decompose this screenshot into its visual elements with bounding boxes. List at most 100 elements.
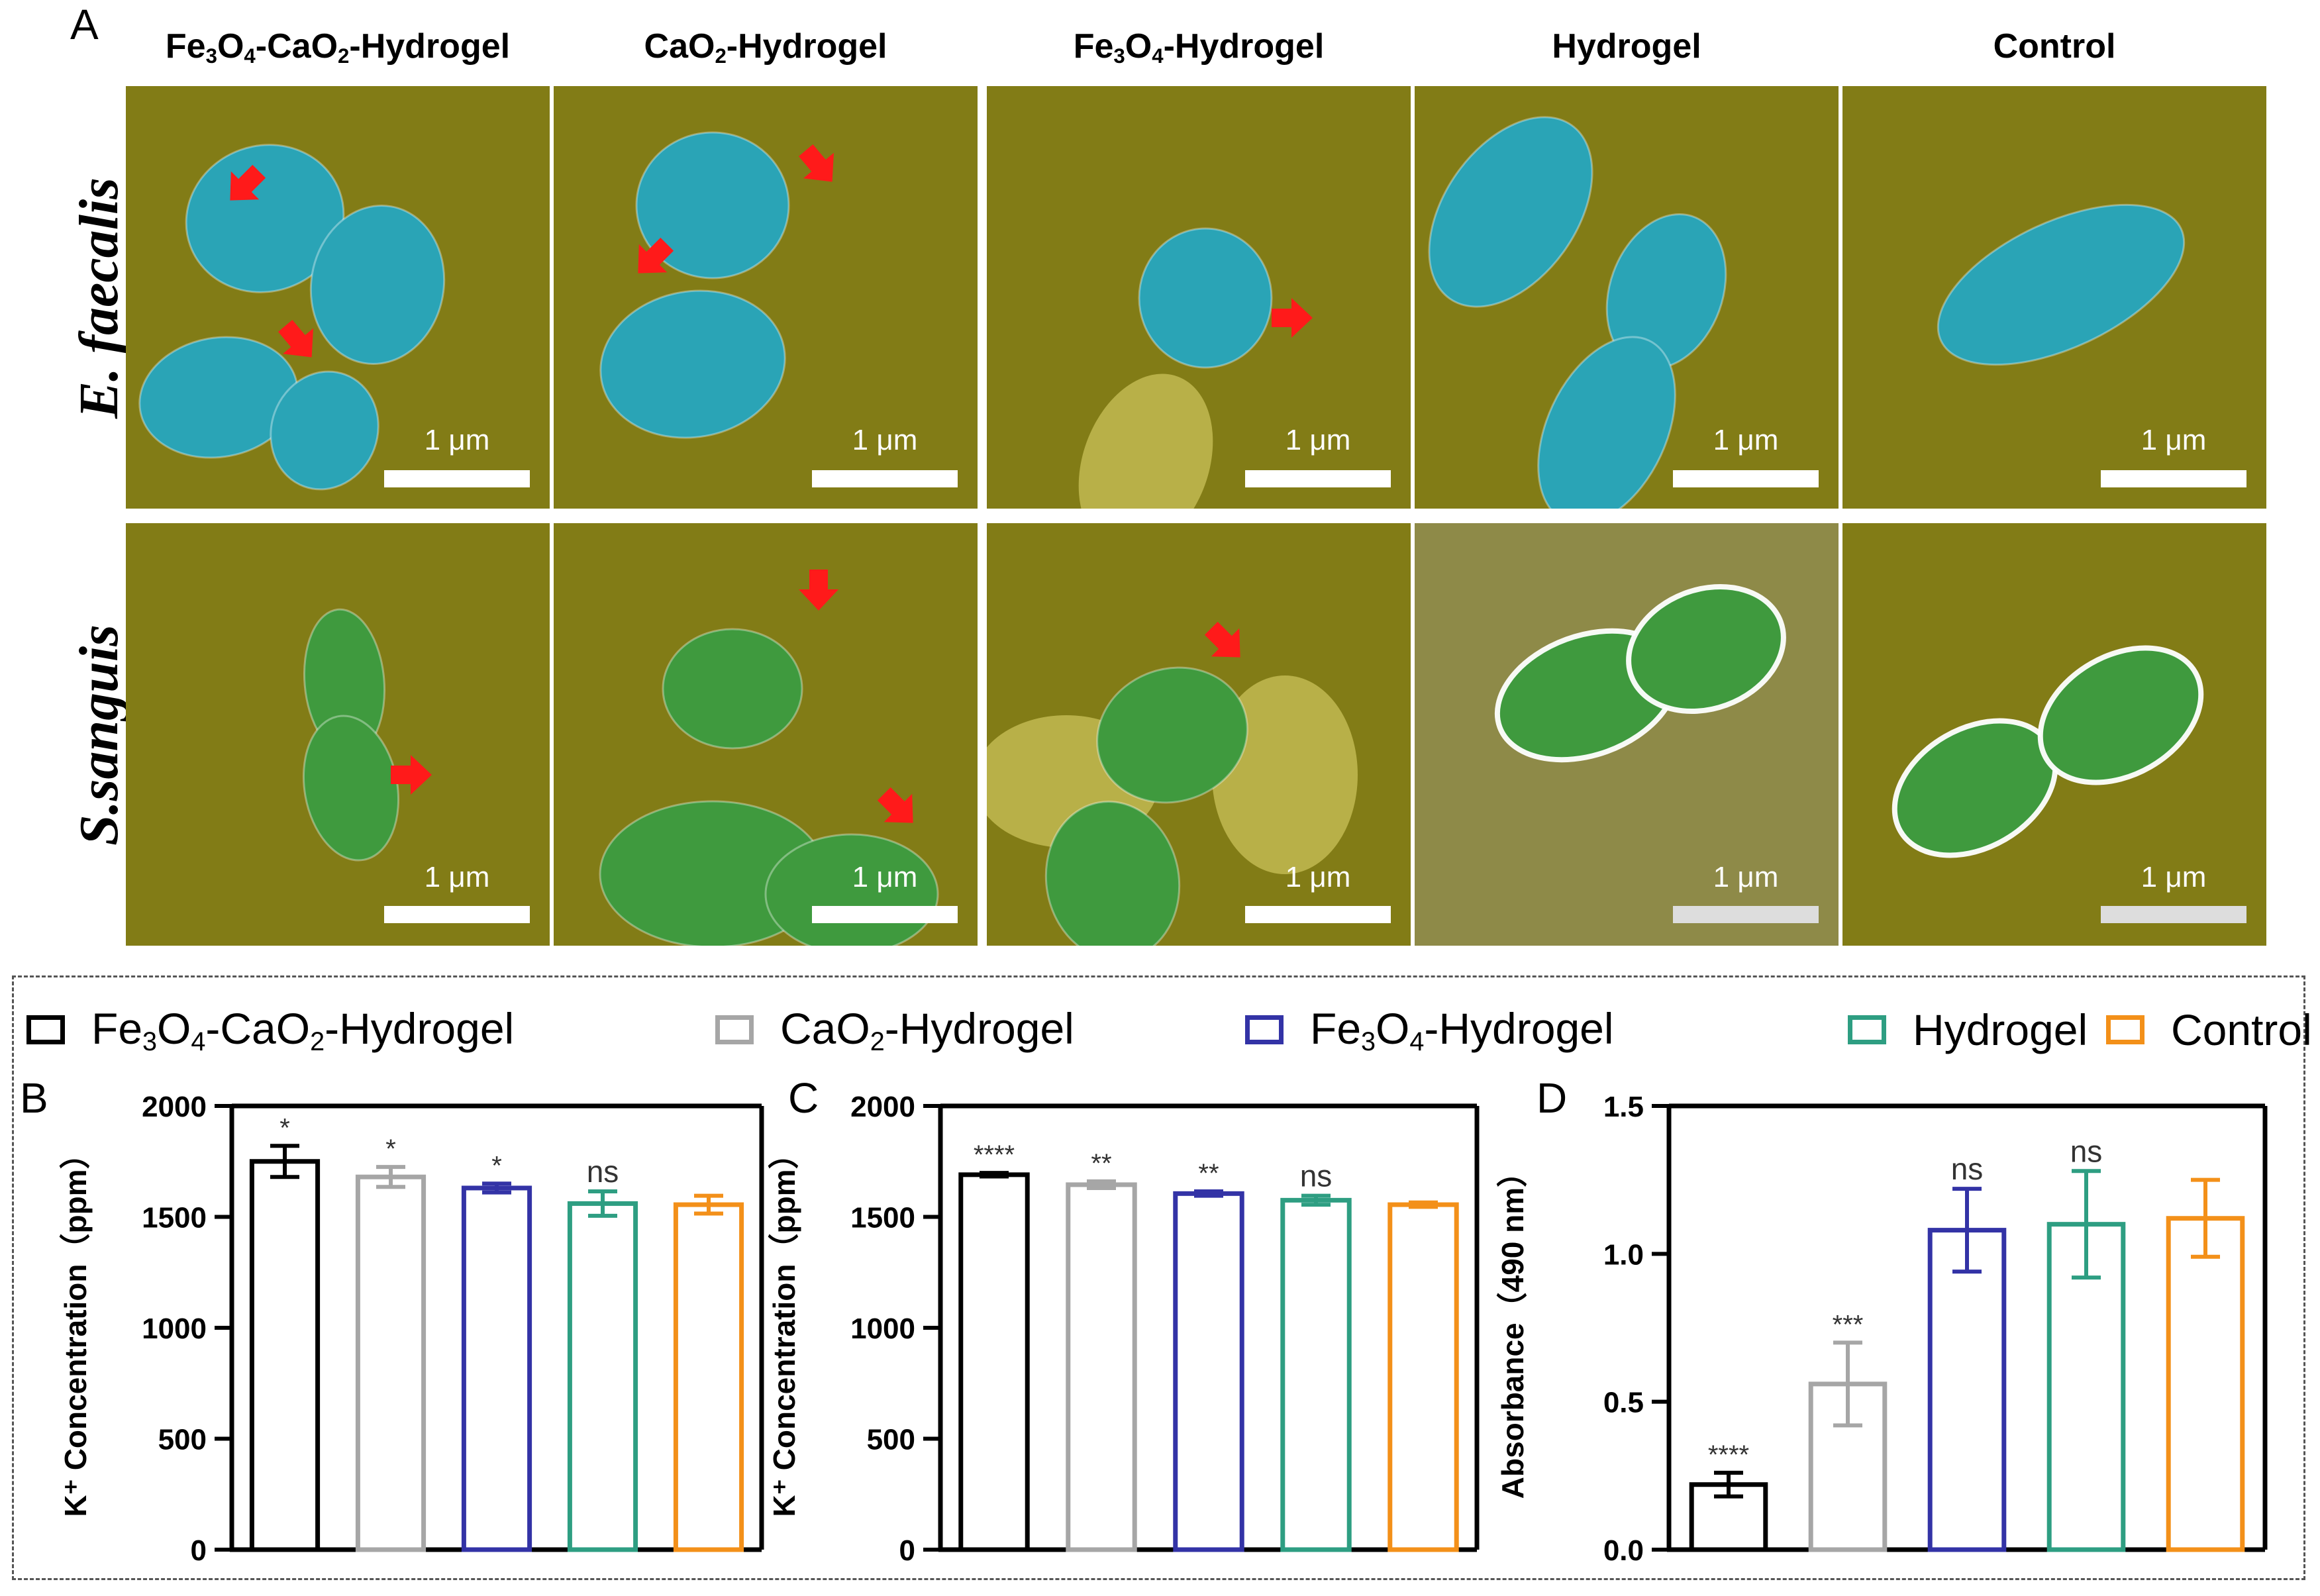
sem-tile-r1-c4: 1 μm [1415,86,1839,509]
formula-subscript: 3 [1113,44,1125,68]
legend-item-5: Control [2106,1000,2312,1060]
formula-text: Fe [91,1003,143,1053]
bar [2166,1216,2245,1552]
scale-bar-label: 1 μm [852,424,918,456]
bacterium-cell [1937,203,2186,366]
significance-label: ns [2070,1134,2103,1168]
bar [1066,1182,1137,1552]
legend-swatch [26,1015,65,1044]
column-title-3: Fe3O4-Hydrogel [987,26,1411,68]
formula-text: CaO [780,1003,870,1053]
scale-bar-label: 1 μm [2141,861,2207,893]
red-arrow-icon [638,237,674,274]
legend-swatch [1848,1015,1886,1044]
panel-letter: B [20,1074,48,1122]
y-tick-label: 0 [899,1534,915,1567]
y-tick-label: 1.5 [1603,1091,1644,1123]
y-tick-label: 500 [158,1424,207,1456]
significance-label: ns [587,1154,619,1189]
formula-subscript: 3 [1361,1026,1376,1056]
formula-text: -Hydrogel [884,1003,1074,1053]
scale-bar [1673,906,1819,923]
y-tick-label: 1500 [850,1202,915,1234]
scale-bar-label: 1 μm [1713,424,1779,456]
scale-bar [384,470,530,487]
formula-text: Control [1993,27,2116,66]
significance-label: **** [974,1140,1015,1170]
red-arrow-icon [877,787,913,823]
sem-tile-r2-c4: 1 μm [1415,523,1839,946]
legend-item-4: Hydrogel [1848,1000,2088,1060]
red-arrow-icon [277,320,313,358]
bacterium-cell [270,370,379,491]
formula-text: Hydrogel [1913,1005,2088,1054]
formula-text: CaO [644,27,715,66]
formula-subscript: 2 [338,44,350,68]
legend-label: Control [2171,1005,2312,1055]
legend-item-1: Fe3O4-CaO2-Hydrogel [26,1000,514,1060]
scale-bar [812,470,958,487]
bacterium-cell [1044,801,1181,946]
sem-tile-r2-c5: 1 μm [1842,523,2266,946]
formula-text: Fe [1073,27,1114,66]
bar [461,1185,532,1552]
legend-label: Hydrogel [1913,1005,2088,1055]
y-tick-label: 0.0 [1603,1534,1644,1567]
formula-text: Fe [1310,1003,1362,1053]
sem-tile-r1-c5: 1 μm [1842,86,2266,509]
scale-bar-label: 1 μm [424,424,490,456]
sem-tile-r2-c1: 1 μm [126,523,550,946]
bar [249,1159,321,1552]
scale-bar-label: 1 μm [1285,861,1351,893]
bacterium-cell [1138,227,1273,369]
formula-subscript: 4 [1152,44,1164,68]
formula-subscript: 4 [191,1026,206,1056]
bacterium-cell [1626,583,1786,715]
bacterium-cell [185,144,345,293]
formula-text: -Hydrogel [325,1003,515,1053]
formula-text: -Hydrogel [1163,27,1325,66]
formula-text: O [157,1003,191,1053]
bar [355,1174,427,1552]
bar [1173,1191,1244,1552]
bacterium-cell [662,628,803,750]
significance-label: * [385,1134,396,1164]
sem-tile-r2-c2: 1 μm [554,523,978,946]
legend-label: Fe3O4-CaO2-Hydrogel [91,1003,514,1057]
formula-text: -Hydrogel [1424,1003,1614,1053]
legend-item-2: CaO2-Hydrogel [715,1000,1074,1060]
column-title-4: Hydrogel [1415,26,1839,66]
y-tick-label: 0 [191,1534,207,1567]
significance-label: ** [1091,1149,1111,1178]
red-arrow-icon [799,570,838,611]
formula-text: O [217,27,244,66]
scale-bar [1673,470,1819,487]
y-tick-label: 0.5 [1603,1387,1644,1419]
bacterium-cell [1537,336,1676,509]
scale-bar-label: 1 μm [2141,424,2207,456]
significance-label: ns [1300,1159,1333,1193]
y-tick-label: 1000 [850,1313,915,1345]
formula-subscript: 2 [870,1026,885,1056]
scale-bar-label: 1 μm [852,861,918,893]
red-arrow-icon [798,144,834,182]
scale-bar [384,906,530,923]
scale-bar-label: 1 μm [1285,424,1351,456]
bar [1387,1202,1459,1552]
significance-label: * [491,1151,502,1180]
y-tick-label: 1000 [142,1313,207,1345]
sem-tile-r2-c3: 1 μm [987,523,1411,946]
scale-bar-label: 1 μm [1713,861,1779,893]
bacterium-cell [635,131,790,279]
formula-subscript: 2 [715,44,727,68]
formula-subscript: 3 [205,44,217,68]
background-bacterium [1212,675,1358,874]
bar [567,1201,638,1552]
chart-panel-b: B 0 500 1000 1500 2000 K⁺ Concentration（ppm） * *… [20,1074,764,1567]
significance-label: ns [1951,1152,1984,1186]
y-axis-label: Absorbance（490 nm） [1495,1157,1530,1499]
chart-frame-dashed [12,975,2305,1580]
